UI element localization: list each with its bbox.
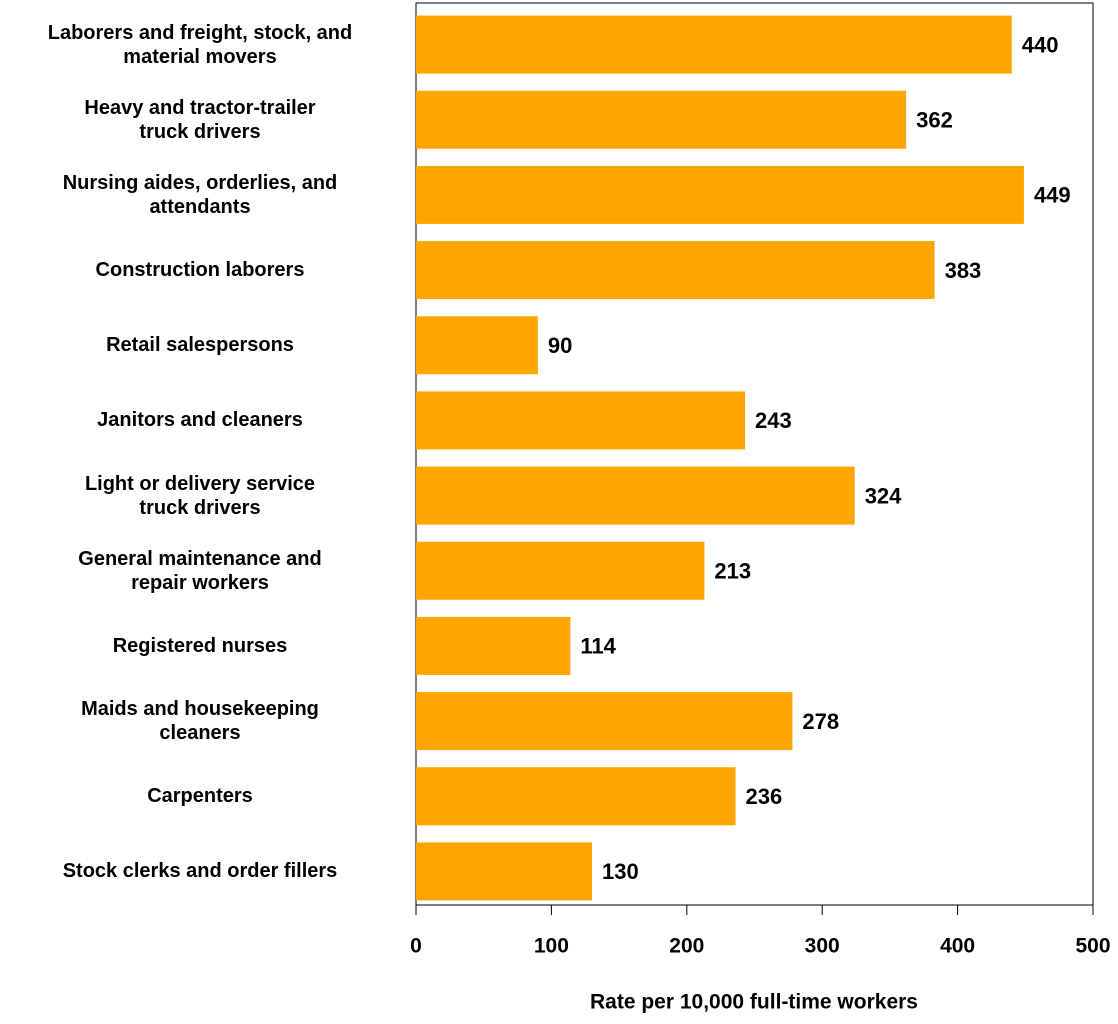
- y-tick-label: Maids and housekeeping cleaners: [81, 698, 319, 745]
- y-tick-label: Laborers and freight, stock, and materia…: [47, 21, 353, 68]
- value-label: 243: [755, 408, 792, 433]
- value-label: 278: [802, 709, 839, 734]
- x-tick-label: 200: [669, 935, 704, 958]
- value-label: 213: [714, 559, 751, 584]
- y-tick-label: Light or delivery service truck drivers: [84, 472, 316, 519]
- y-tick-label: Carpenters: [147, 785, 253, 808]
- bar: [416, 842, 593, 901]
- value-label: 130: [602, 859, 639, 884]
- value-label: 114: [580, 634, 616, 659]
- y-tick-label: Nursing aides, orderlies, and attendants: [62, 171, 338, 218]
- y-tick-label: General maintenance and repair workers: [78, 547, 322, 594]
- y-tick-label: Retail salespersons: [106, 334, 294, 357]
- x-tick-label: 0: [410, 935, 422, 958]
- x-axis-label: Rate per 10,000 full-time workers: [590, 991, 918, 1014]
- x-tick-label: 300: [805, 935, 840, 958]
- y-tick-label: Janitors and cleaners: [97, 409, 303, 432]
- x-tick-label: 100: [534, 935, 569, 958]
- value-label: 362: [916, 108, 953, 133]
- value-label: 383: [945, 258, 982, 283]
- plot-frame: [415, 2, 1094, 906]
- value-label: 236: [746, 784, 783, 809]
- bar: [416, 767, 736, 826]
- x-tick-label: 400: [940, 935, 975, 958]
- bar: [416, 90, 907, 149]
- bar: [416, 692, 793, 751]
- value-label: 440: [1022, 32, 1059, 57]
- value-label: 324: [865, 483, 902, 508]
- bar: [416, 316, 538, 375]
- bar: [416, 15, 1012, 74]
- x-tick-label: 500: [1075, 935, 1110, 958]
- bar: [416, 241, 935, 300]
- y-tick-label: Construction laborers: [95, 259, 305, 282]
- bar: [416, 541, 705, 600]
- value-label: 90: [548, 333, 572, 358]
- value-label: 449: [1034, 183, 1071, 208]
- y-tick-label: Stock clerks and order fillers: [62, 860, 338, 883]
- bar: [416, 616, 571, 675]
- y-tick-label: Registered nurses: [112, 634, 288, 657]
- bar: [416, 391, 746, 450]
- bar: [416, 165, 1024, 224]
- bar: [416, 466, 855, 525]
- y-tick-label: Heavy and tractor-trailer truck drivers: [84, 96, 316, 143]
